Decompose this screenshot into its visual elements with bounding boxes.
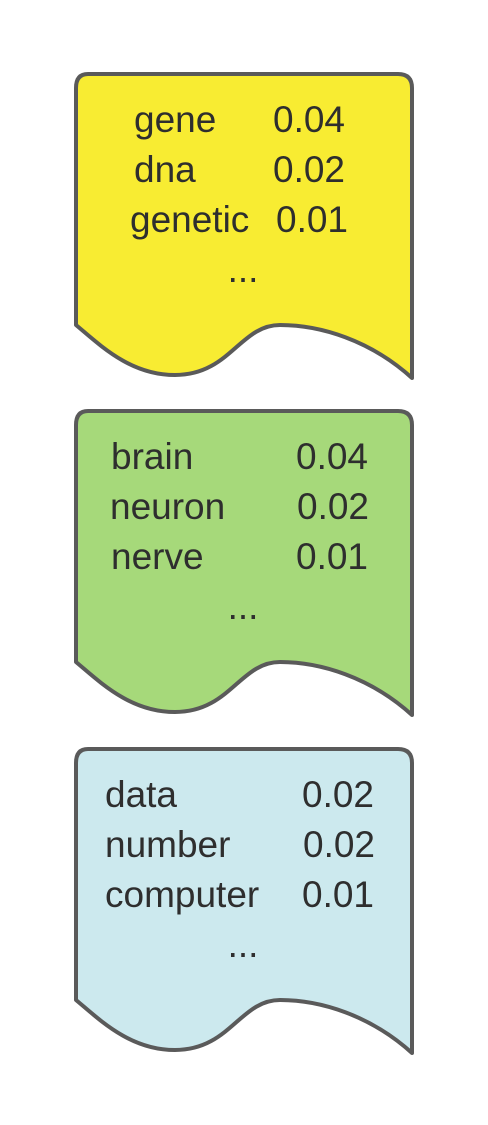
document-shape <box>74 72 414 380</box>
topic-document-1: gene 0.04 dna 0.02 genetic 0.01 ... <box>74 72 414 380</box>
term-probability: 0.01 <box>276 199 348 240</box>
document-shape <box>74 409 414 717</box>
term-probability: 0.02 <box>273 149 345 190</box>
document-shape <box>74 747 414 1055</box>
term-probability: 0.01 <box>296 536 368 577</box>
term-word: brain <box>111 436 193 477</box>
term-word: dna <box>134 149 196 190</box>
term-probability: 0.02 <box>302 774 374 815</box>
term-probability: 0.04 <box>296 436 368 477</box>
term-word: data <box>105 774 177 815</box>
term-word: neuron <box>110 486 225 527</box>
term-word: computer <box>105 874 259 915</box>
term-word: gene <box>134 99 216 140</box>
term-probability: 0.02 <box>297 486 369 527</box>
topic-document-2: brain 0.04 neuron 0.02 nerve 0.01 ... <box>74 409 414 717</box>
term-probability: 0.04 <box>273 99 345 140</box>
ellipsis: ... <box>228 586 259 627</box>
term-word: number <box>105 824 230 865</box>
ellipsis: ... <box>228 249 259 290</box>
topic-document-3: data 0.02 number 0.02 computer 0.01 ... <box>74 747 414 1055</box>
term-probability: 0.02 <box>303 824 375 865</box>
term-word: nerve <box>111 536 204 577</box>
term-probability: 0.01 <box>302 874 374 915</box>
term-word: genetic <box>130 199 249 240</box>
ellipsis: ... <box>228 924 259 965</box>
